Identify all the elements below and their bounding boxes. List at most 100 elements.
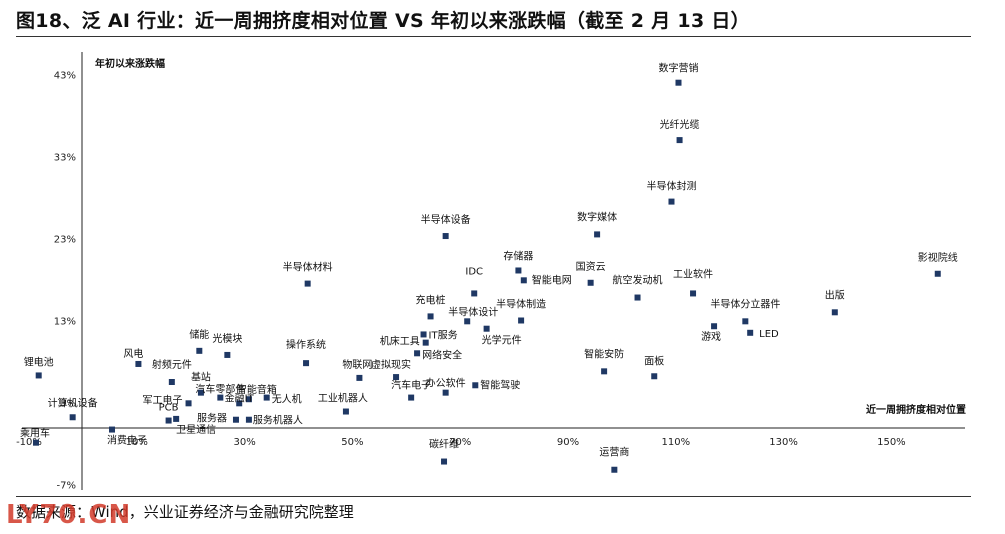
point-label: 汽车电子 bbox=[391, 379, 431, 392]
scatter-point bbox=[185, 400, 192, 407]
x-axis-label: 近一周拥挤度相对位置 bbox=[866, 403, 966, 416]
x-tick-label: 110% bbox=[662, 437, 691, 448]
point-label: 操作系统 bbox=[286, 338, 326, 351]
scatter-point bbox=[245, 396, 252, 403]
scatter-point bbox=[675, 79, 682, 86]
point-label: 基站 bbox=[191, 371, 211, 384]
scatter-point bbox=[35, 372, 42, 379]
scatter-point bbox=[69, 414, 76, 421]
scatter-point bbox=[165, 417, 172, 424]
point-label: 智能电网 bbox=[532, 273, 572, 286]
point-label: 服务机器人 bbox=[253, 414, 303, 427]
bottom-rule bbox=[16, 496, 971, 497]
point-label: 网络安全 bbox=[422, 348, 462, 361]
point-label: 半导体封测 bbox=[646, 180, 696, 193]
watermark: LY70.CN bbox=[6, 500, 132, 530]
point-label: 智能安防 bbox=[584, 347, 624, 360]
scatter-point bbox=[611, 466, 618, 473]
tick-labels: -10% 10% 30% 50% 70% 90% 110% 130% 150% -7% 3% 13% 2… bbox=[16, 71, 906, 492]
scatter-point bbox=[173, 415, 180, 422]
scatter-point bbox=[442, 233, 449, 240]
point-label: 工业软件 bbox=[673, 267, 713, 280]
point-label: 风电 bbox=[123, 347, 143, 360]
point-label: LED bbox=[759, 329, 779, 340]
point-label: 汽车零部件 bbox=[195, 383, 245, 396]
point-label: 军工电子 bbox=[143, 393, 183, 406]
scatter-point bbox=[442, 389, 449, 396]
scatter-point bbox=[197, 389, 204, 396]
point-label: 办公软件 bbox=[426, 377, 466, 390]
scatter-point bbox=[393, 374, 400, 381]
scatter-point bbox=[464, 318, 471, 325]
point-label: 物联网 bbox=[342, 358, 372, 371]
scatter-point bbox=[471, 290, 478, 297]
x-tick-label: 70% bbox=[449, 437, 471, 448]
scatter-point bbox=[831, 309, 838, 316]
scatter-point bbox=[168, 379, 175, 385]
y-tick-label: 43% bbox=[54, 71, 76, 82]
x-tick-label: 90% bbox=[557, 437, 579, 448]
y-tick-label: 23% bbox=[54, 235, 76, 246]
scatter-point bbox=[414, 350, 421, 357]
scatter-point bbox=[196, 347, 203, 354]
scatter-point bbox=[594, 231, 601, 238]
point-label: 无人机 bbox=[272, 393, 302, 406]
scatter-point bbox=[515, 267, 522, 274]
point-label: 半导体设备 bbox=[421, 213, 471, 226]
x-tick-label: 50% bbox=[341, 437, 363, 448]
scatter-point bbox=[587, 279, 594, 286]
point-label: 半导体设计 bbox=[448, 305, 498, 318]
point-label: 航空发动机 bbox=[613, 274, 663, 287]
point-label: 运营商 bbox=[599, 446, 629, 459]
point-label: 机床工具 bbox=[380, 335, 420, 348]
scatter-point bbox=[422, 339, 429, 346]
y-tick-label: 33% bbox=[54, 153, 76, 164]
scatter-point bbox=[634, 294, 641, 301]
y-tick-label: 3% bbox=[60, 399, 76, 410]
scatter-point bbox=[33, 439, 40, 446]
point-label: 服务器 bbox=[197, 412, 227, 425]
scatter-point bbox=[408, 394, 415, 401]
scatter-point bbox=[441, 458, 448, 465]
scatter-point bbox=[109, 426, 116, 433]
point-label: 储能 bbox=[189, 328, 209, 341]
scatter-point bbox=[342, 408, 349, 415]
scatter-point bbox=[236, 400, 243, 407]
scatter-point bbox=[217, 394, 224, 401]
scatter-point bbox=[520, 277, 527, 284]
point-label: 光模块 bbox=[212, 332, 242, 345]
point-label: 国资云 bbox=[576, 261, 606, 273]
point-label: 数字营销 bbox=[658, 62, 698, 75]
scatter-point bbox=[934, 270, 941, 277]
point-label: 半导体制造 bbox=[496, 298, 546, 311]
point-label: 充电桩 bbox=[416, 293, 446, 306]
point-label: 光学元件 bbox=[482, 334, 522, 347]
data-points bbox=[33, 79, 941, 473]
scatter-point bbox=[135, 360, 142, 367]
scatter-point bbox=[420, 331, 427, 338]
scatter-point bbox=[690, 290, 697, 297]
y-tick-label: -7% bbox=[57, 481, 76, 492]
point-label: 出版 bbox=[825, 288, 845, 301]
x-tick-label: -10% bbox=[16, 437, 42, 448]
point-label: 虚拟现实 bbox=[371, 358, 411, 371]
scatter-point bbox=[356, 374, 363, 381]
x-tick-label: 30% bbox=[233, 437, 255, 448]
scatter-point bbox=[676, 137, 683, 144]
point-label: 射频元件 bbox=[152, 358, 192, 371]
scatter-point bbox=[232, 416, 239, 423]
point-label: 影视院线 bbox=[918, 251, 958, 264]
point-label: 消费电子 bbox=[107, 434, 147, 447]
chart-axes bbox=[22, 52, 965, 490]
scatter-point bbox=[668, 198, 675, 205]
point-label: 乘用车 bbox=[20, 427, 50, 440]
scatter-point bbox=[304, 280, 311, 287]
point-label: 半导体材料 bbox=[283, 261, 333, 274]
point-label: 存储器 bbox=[503, 249, 533, 262]
point-label: 碳纤维 bbox=[429, 438, 459, 451]
point-label: 工业机器人 bbox=[318, 392, 368, 405]
point-label: PCB bbox=[159, 403, 179, 414]
point-label: 锂电池 bbox=[24, 355, 54, 368]
